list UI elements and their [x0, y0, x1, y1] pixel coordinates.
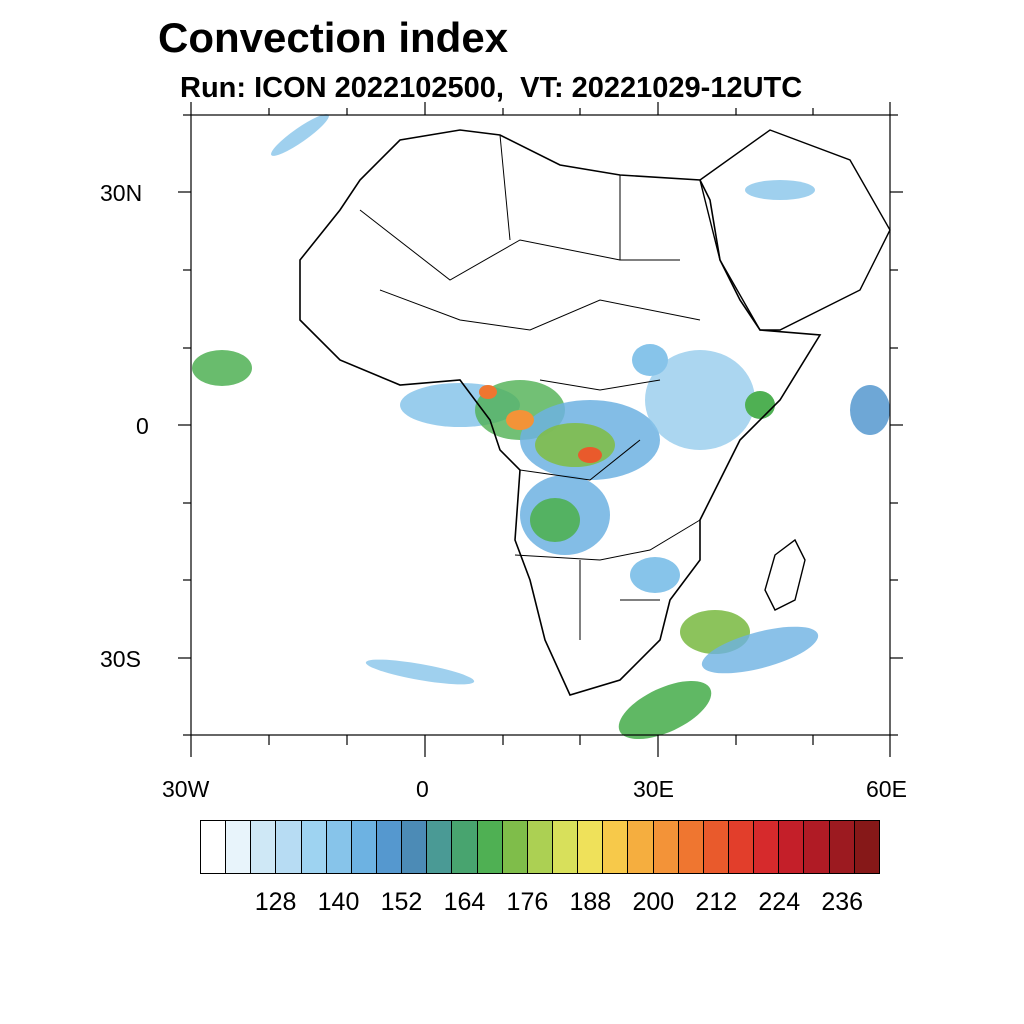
colorbar-swatch	[402, 821, 428, 873]
madagascar-outline	[764, 538, 806, 611]
country-borders	[359, 134, 701, 640]
colorbar-swatch	[276, 821, 302, 873]
field-hotspot-2	[578, 447, 602, 463]
colorbar	[200, 820, 880, 874]
lat-label-0: 0	[136, 413, 149, 439]
colorbar-tick-label: 200	[632, 888, 675, 916]
colorbar-swatch	[628, 821, 654, 873]
colorbar-tick-label: 140	[317, 888, 360, 916]
field-south-ocean	[618, 680, 712, 740]
colorbar-swatch	[427, 821, 453, 873]
colorbar-tick-label: 212	[695, 888, 738, 916]
field-angola-core	[530, 498, 580, 542]
colorbar-swatch	[502, 821, 528, 873]
arabia-outline	[699, 129, 891, 331]
colorbar-swatch	[452, 821, 478, 873]
colorbar-swatch	[703, 821, 729, 873]
convection-field	[192, 114, 890, 740]
colorbar-tick-label: 128	[254, 888, 297, 916]
colorbar-tick-label: 224	[758, 888, 801, 916]
colorbar-swatch	[552, 821, 579, 873]
lon-label-60e: 60E	[866, 776, 907, 802]
colorbar-swatch	[477, 821, 503, 873]
colorbar-swatch	[251, 821, 277, 873]
colorbar-swatch	[779, 821, 805, 873]
field-hotspot-3	[479, 385, 497, 399]
africa-outline	[299, 129, 822, 696]
field-indian-ocean	[850, 385, 890, 435]
field-arabia	[745, 180, 815, 200]
lat-ticks	[178, 114, 903, 736]
colorbar-swatch	[351, 821, 377, 873]
colorbar-swatch	[201, 821, 227, 873]
colorbar-swatch	[854, 821, 879, 873]
field-east-africa	[645, 350, 755, 450]
field-hotspot-1	[506, 410, 534, 430]
colorbar-swatch	[728, 821, 755, 873]
chart-title: Convection index	[158, 14, 509, 61]
colorbar-swatch	[301, 821, 327, 873]
chart-subtitle: Run: ICON 2022102500, VT: 20221029-12UTC	[180, 72, 803, 104]
field-atlantic-sw	[365, 659, 475, 685]
field-somalia	[745, 391, 775, 419]
colorbar-tick-label: 152	[380, 888, 423, 916]
colorbar-swatch	[603, 821, 629, 873]
field-north-atlantic	[271, 114, 329, 156]
field-se-ocean	[701, 626, 819, 674]
lon-label-30w: 30W	[162, 776, 210, 802]
colorbar-swatch	[376, 821, 403, 873]
lat-label-30n: 30N	[100, 180, 143, 206]
colorbar-tick-label: 188	[569, 888, 612, 916]
colorbar-swatch	[678, 821, 704, 873]
field-west-ocean	[192, 350, 252, 386]
colorbar-swatch	[754, 821, 780, 873]
colorbar-labels: 128 140 152 164 176 188 200 212 224 236	[200, 888, 880, 918]
colorbar-tick-label: 176	[506, 888, 549, 916]
colorbar-swatch	[578, 821, 604, 873]
field-zimbabwe	[630, 557, 680, 593]
colorbar-swatch	[527, 821, 553, 873]
lon-label-0: 0	[416, 776, 429, 802]
field-congo-core	[535, 423, 615, 467]
colorbar-swatch	[226, 821, 252, 873]
colorbar-swatch	[653, 821, 679, 873]
lon-ticks	[190, 102, 891, 757]
colorbar-tick-label: 236	[821, 888, 864, 916]
lat-label-30s: 30S	[100, 646, 141, 672]
colorbar-swatch	[326, 821, 352, 873]
lon-label-30e: 30E	[633, 776, 674, 802]
field-ethiopia	[632, 344, 668, 376]
colorbar-swatch	[804, 821, 830, 873]
colorbar-tick-label: 164	[443, 888, 486, 916]
colorbar-swatch	[829, 821, 855, 873]
